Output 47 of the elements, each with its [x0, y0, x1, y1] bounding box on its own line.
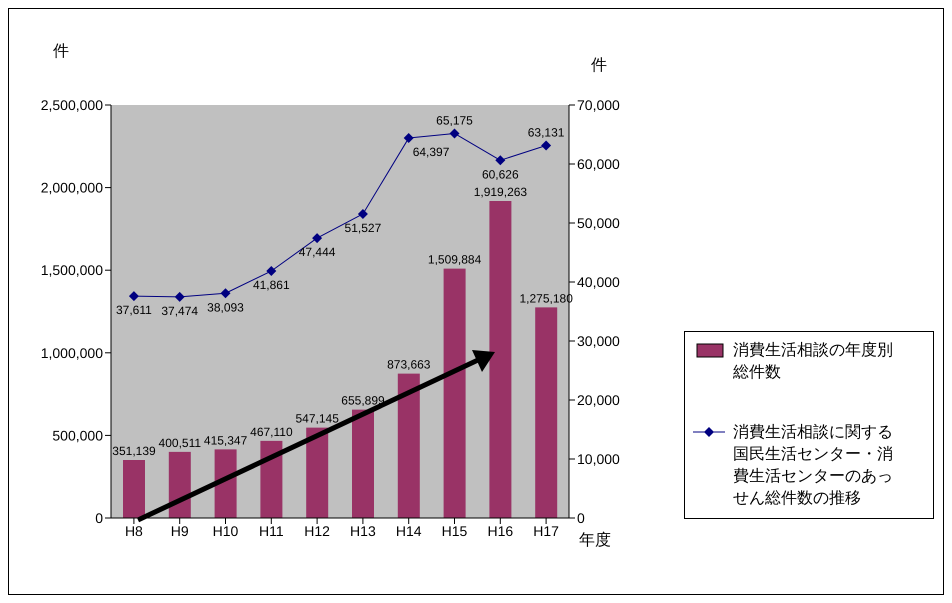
data-label: 415,347: [204, 433, 248, 448]
y2-tick-label: 70,000: [577, 96, 620, 113]
y-tick-label: 1,500,000: [40, 262, 104, 278]
y2-tick-label: 10,000: [577, 450, 620, 467]
data-label: 547,145: [296, 412, 340, 426]
data-label: 1,919,263: [474, 184, 528, 199]
x-tick-label: H12: [304, 522, 330, 539]
x-tick-label: H16: [487, 522, 514, 539]
data-label: 63,131: [528, 126, 565, 140]
y-tick-label: 2,500,000: [40, 96, 104, 113]
data-label: 64,397: [412, 145, 450, 160]
y2-axis-title: 件: [591, 56, 607, 76]
x-tick-label: H17: [533, 522, 560, 539]
data-label: 47,444: [298, 245, 336, 260]
x-tick-label: H15: [442, 522, 468, 539]
legend-label: 消費生活相談に関する国民生活センター・消費生活センターのあっせん総件数の推移: [733, 422, 894, 509]
legend-label: 消費生活相談の年度別総件数: [733, 340, 894, 383]
y2-tick-label: 30,000: [577, 332, 620, 349]
data-label: 41,861: [252, 278, 290, 292]
y-tick-label: 0: [95, 510, 104, 526]
x-tick-label: H14: [396, 522, 422, 539]
x-tick-label: H8: [124, 522, 144, 539]
data-label: 60,626: [482, 167, 519, 182]
data-label: 65,175: [436, 113, 474, 128]
x-tick-label: H11: [258, 522, 284, 539]
data-label: 1,509,884: [428, 252, 482, 267]
data-label: 351,139: [112, 444, 156, 458]
y-tick-label: 1,000,000: [40, 344, 104, 361]
y2-tick-label: 40,000: [577, 274, 620, 290]
x-tick-label: H9: [170, 522, 189, 539]
y-tick-label: 500,000: [52, 427, 104, 444]
y-axis-title: 件: [53, 42, 69, 62]
data-label: 38,093: [207, 300, 244, 314]
data-label: 873,663: [387, 358, 431, 372]
x-tick-label: H10: [212, 522, 239, 539]
y2-tick-label: 60,000: [577, 156, 620, 172]
data-label: 51,527: [344, 220, 382, 235]
x-axis-title: 年度: [579, 530, 611, 551]
data-label: 37,474: [161, 304, 198, 318]
y-tick-label: 2,000,000: [40, 180, 104, 196]
y2-tick-label: 0: [577, 510, 585, 526]
y2-tick-label: 20,000: [577, 392, 620, 408]
data-label: 400,511: [158, 436, 202, 450]
x-tick-label: H13: [350, 522, 376, 539]
data-label: 467,110: [250, 424, 293, 439]
data-label: 37,611: [116, 303, 152, 318]
y2-tick-label: 50,000: [577, 214, 620, 231]
